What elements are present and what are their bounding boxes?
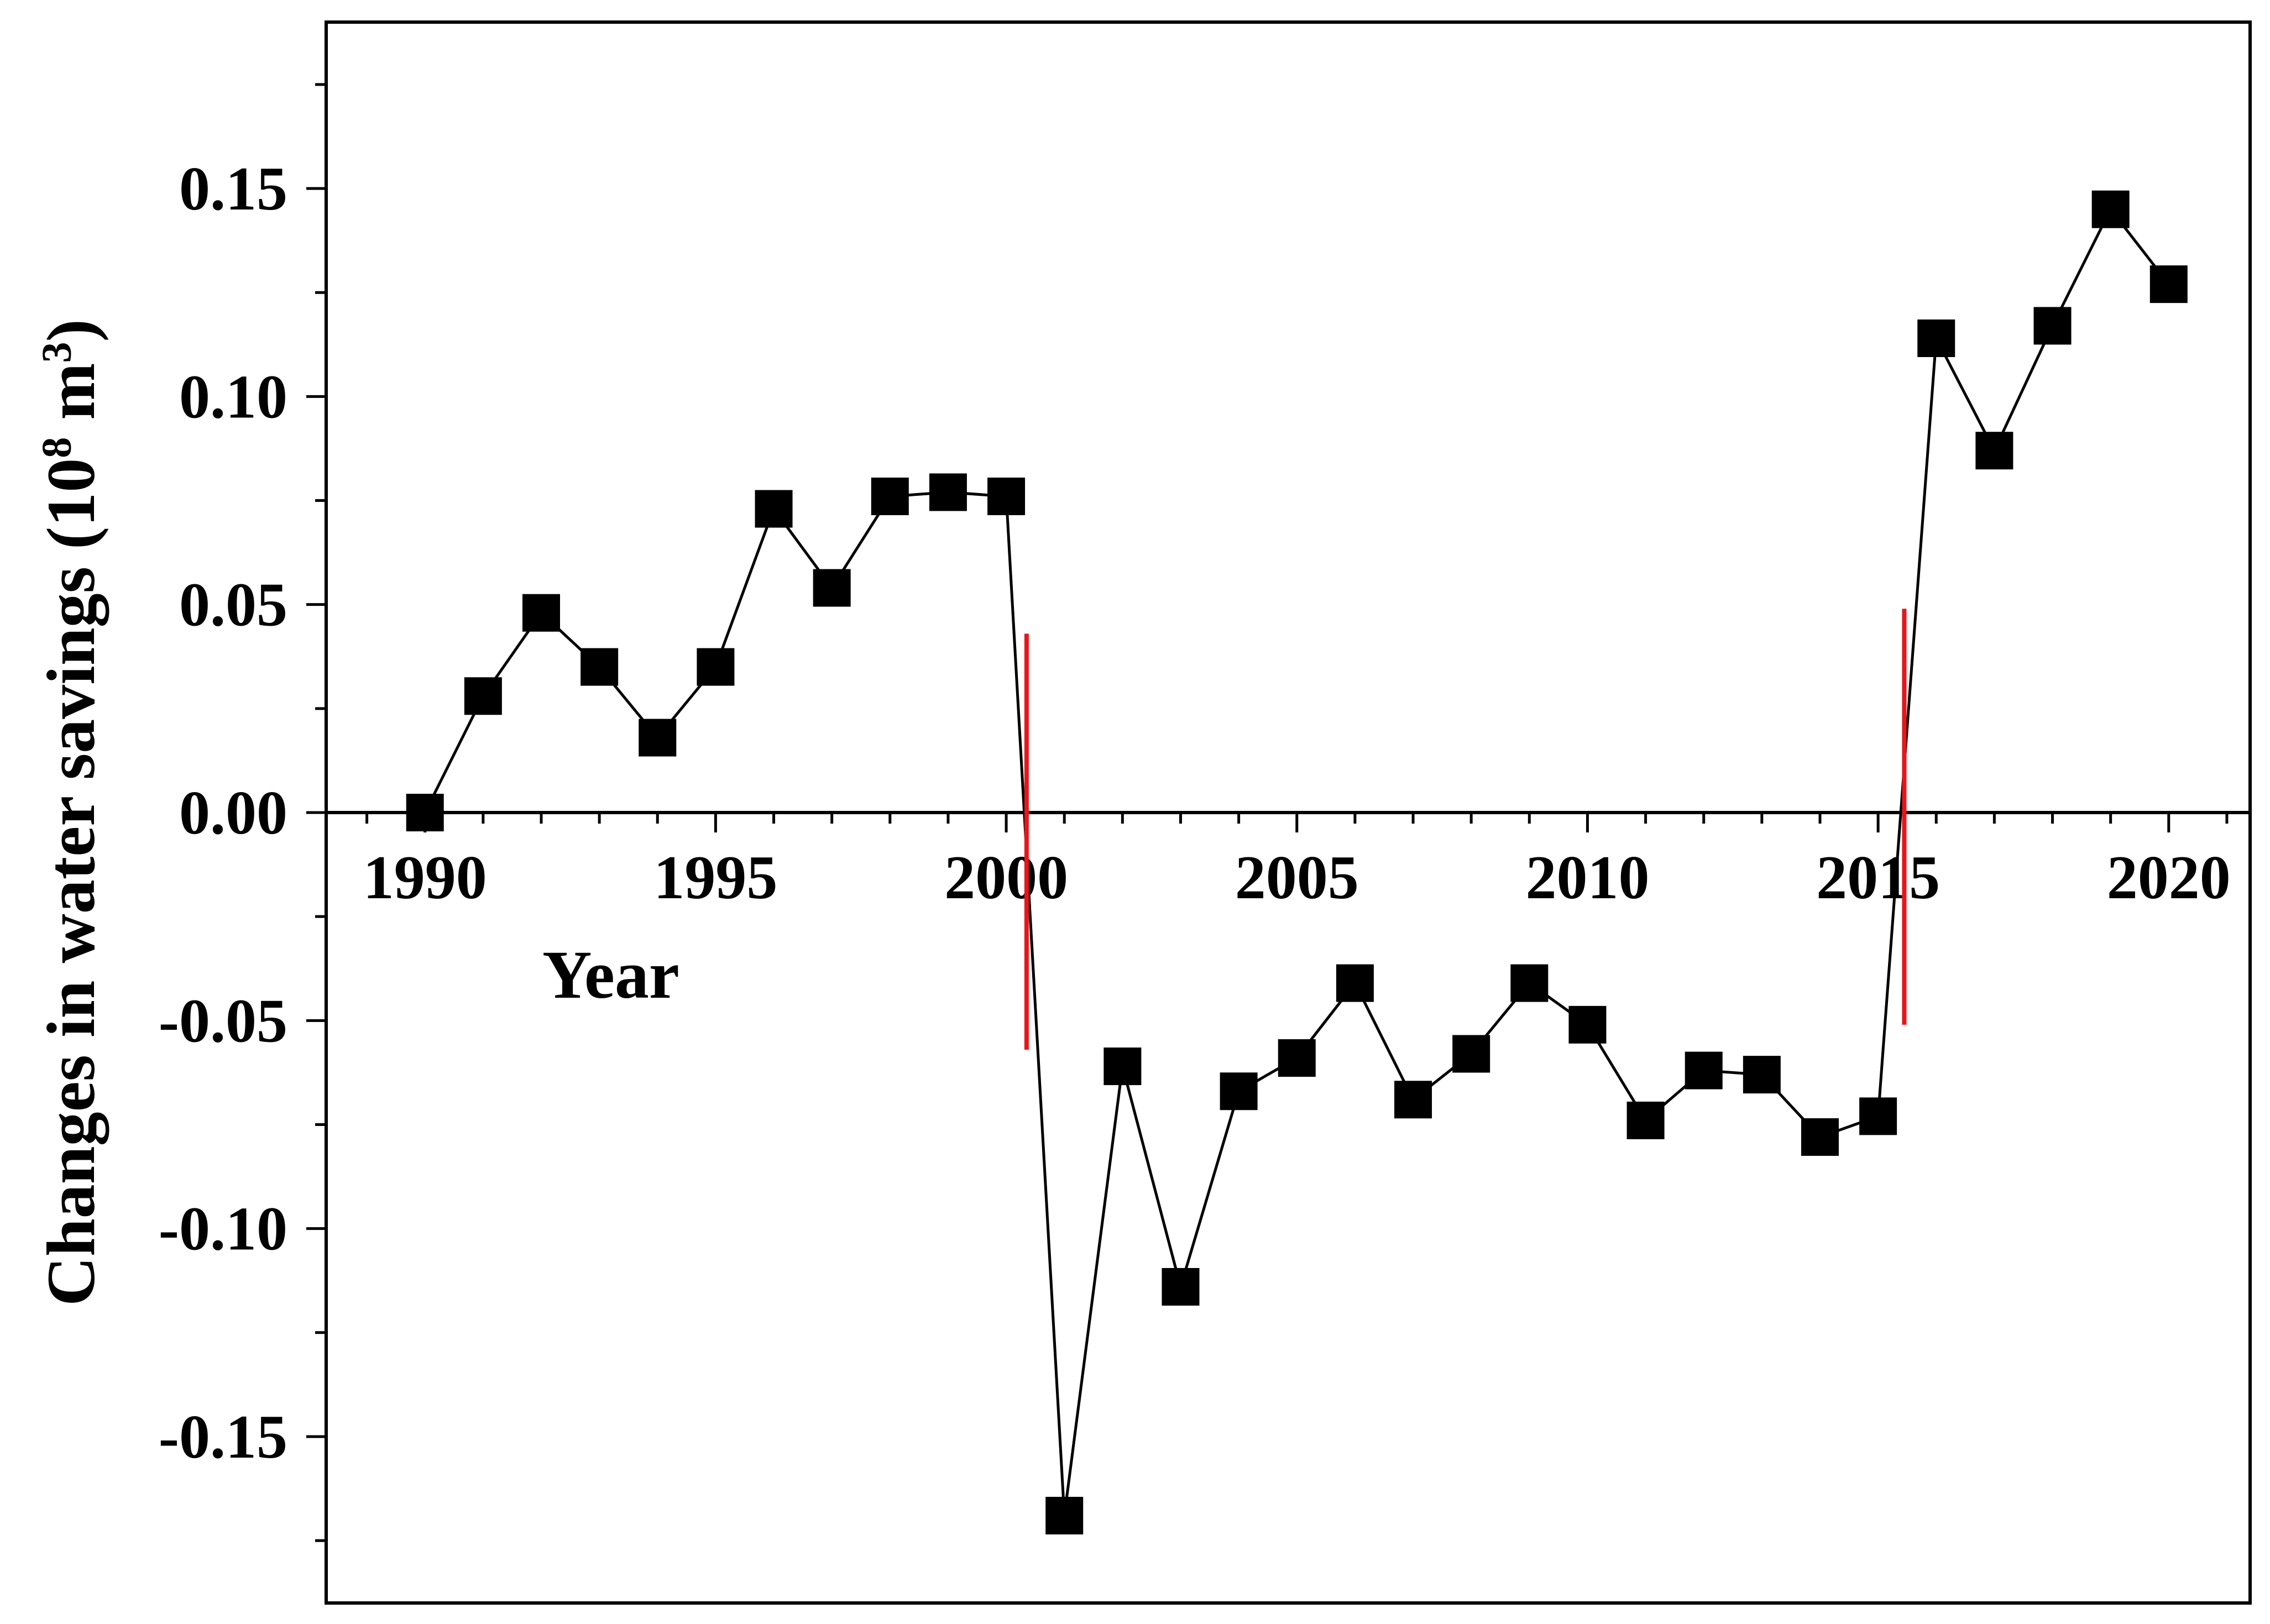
data-point-marker bbox=[1452, 1035, 1490, 1073]
data-point-marker bbox=[1975, 432, 2013, 470]
data-point-marker bbox=[1394, 1081, 1432, 1119]
data-point-marker bbox=[755, 490, 793, 528]
data-point-marker bbox=[639, 719, 677, 757]
data-point-marker bbox=[1162, 1268, 1200, 1306]
data-point-marker bbox=[871, 478, 909, 515]
y-tick-label: 0.00 bbox=[179, 779, 287, 847]
svg-text:Changes in water savings (108: Changes in water savings (108 m3) bbox=[33, 319, 109, 1306]
x-axis-title: Year bbox=[542, 937, 679, 1013]
data-point-marker bbox=[2091, 190, 2130, 228]
data-point-marker bbox=[2033, 307, 2072, 345]
x-tick-label: 2010 bbox=[1525, 844, 1649, 912]
data-point-marker bbox=[1743, 1056, 1781, 1094]
y-tick-label: -0.10 bbox=[159, 1195, 287, 1264]
data-point-marker bbox=[1220, 1072, 1258, 1110]
data-point-marker bbox=[1568, 1005, 1607, 1044]
x-tick-label: 2005 bbox=[1235, 844, 1359, 912]
data-point-marker bbox=[406, 794, 444, 831]
data-point-marker bbox=[2149, 265, 2188, 303]
y-axis-title: Changes in water savings (108 m3) bbox=[33, 319, 109, 1306]
data-point-marker bbox=[580, 648, 619, 686]
y-tick-label: 0.15 bbox=[179, 155, 287, 223]
data-point-marker bbox=[1045, 1496, 1084, 1534]
data-point-marker bbox=[1103, 1047, 1142, 1086]
data-point-marker bbox=[987, 478, 1026, 515]
y-tick-label: 0.10 bbox=[179, 363, 287, 431]
y-tick-label: 0.05 bbox=[179, 571, 287, 640]
y-tick-label: -0.05 bbox=[159, 987, 287, 1055]
x-tick-label: 2000 bbox=[944, 844, 1068, 912]
data-point-marker bbox=[1859, 1097, 1897, 1135]
x-tick-label: 1990 bbox=[363, 844, 487, 912]
data-point-marker bbox=[522, 594, 561, 632]
data-point-marker bbox=[813, 569, 851, 607]
data-point-marker bbox=[464, 677, 502, 715]
data-point-marker bbox=[697, 648, 735, 686]
data-point-marker bbox=[1626, 1101, 1665, 1139]
data-point-marker bbox=[1801, 1118, 1839, 1156]
x-tick-label: 2015 bbox=[1816, 844, 1940, 912]
data-point-marker bbox=[1278, 1039, 1316, 1077]
y-tick-label: -0.15 bbox=[159, 1403, 287, 1471]
data-point-marker bbox=[1336, 964, 1374, 1002]
data-point-marker bbox=[1917, 319, 1955, 357]
data-point-marker bbox=[1685, 1051, 1723, 1089]
data-point-marker bbox=[929, 473, 967, 511]
x-tick-label: 1995 bbox=[653, 844, 777, 912]
x-tick-label: 2020 bbox=[2107, 844, 2231, 912]
data-point-marker bbox=[1510, 964, 1549, 1002]
